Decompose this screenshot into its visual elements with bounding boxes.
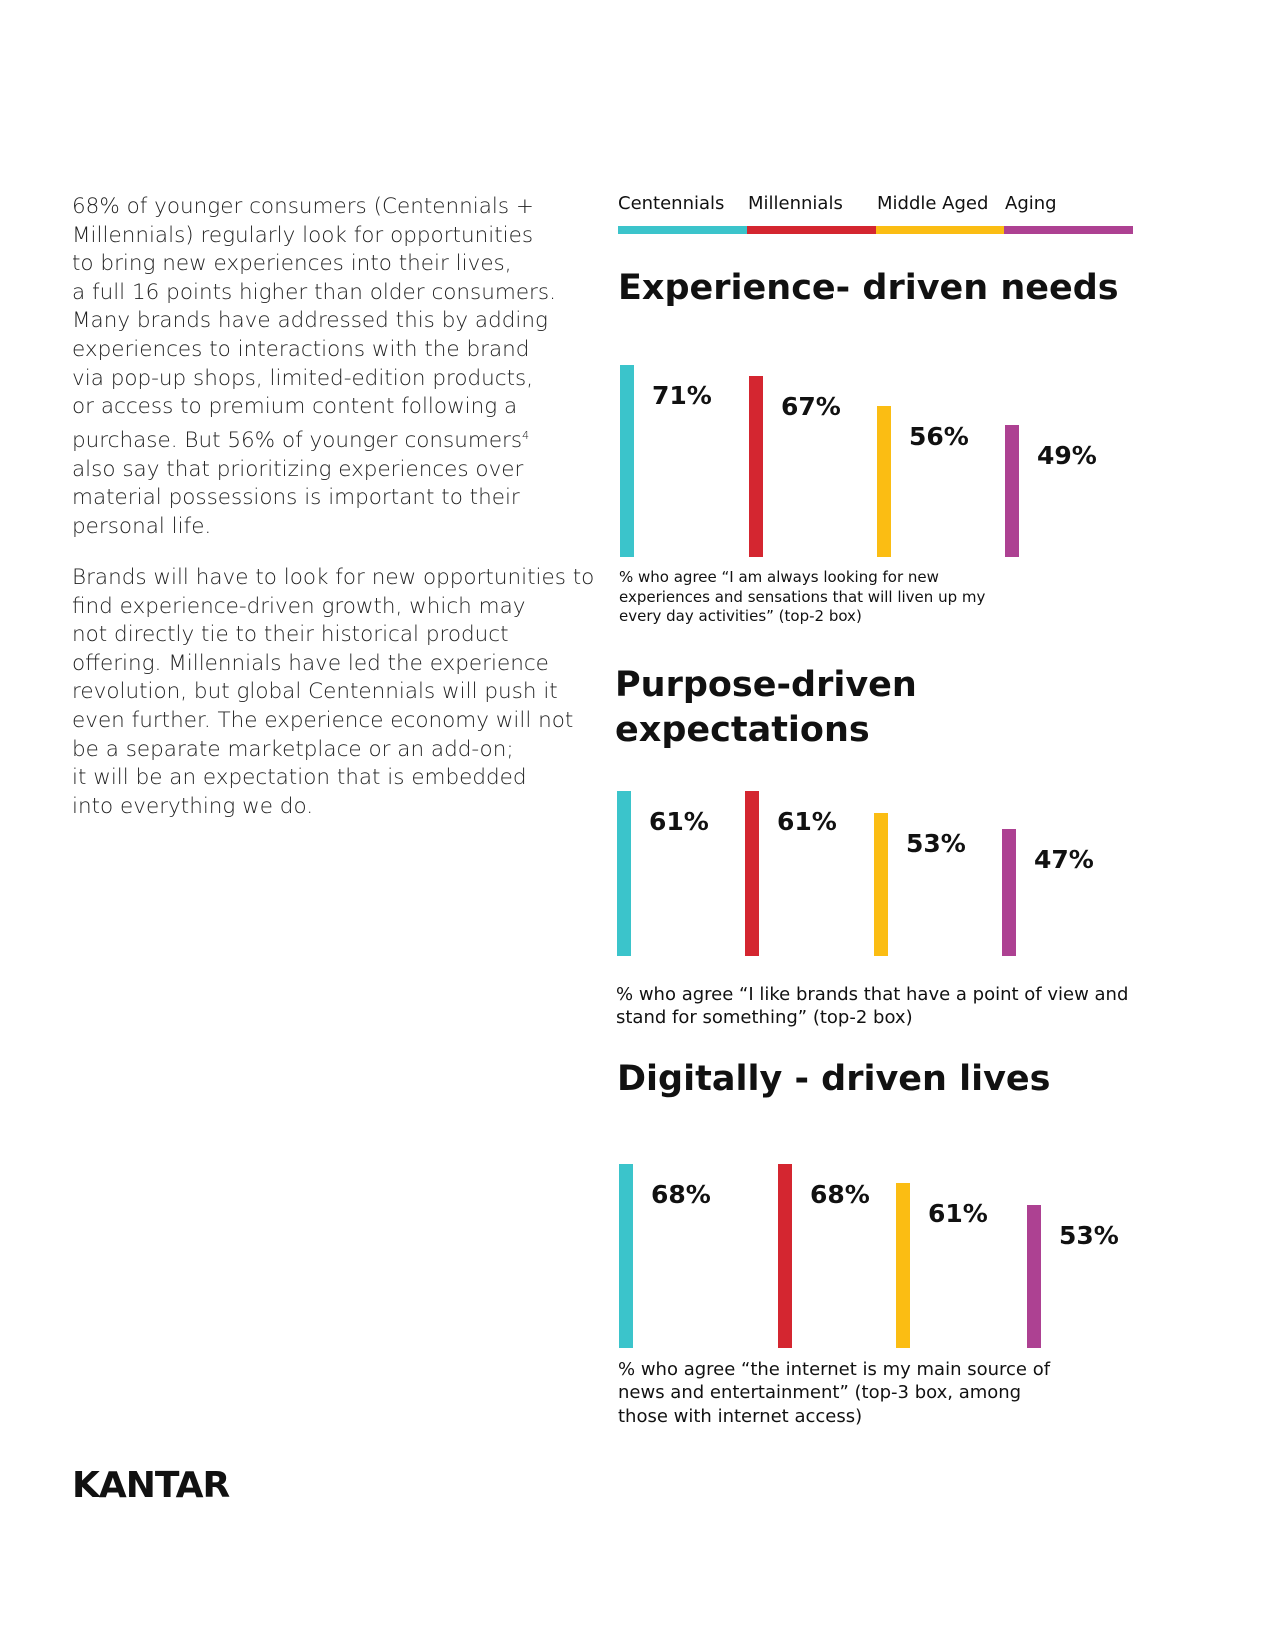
value-label: 68%	[810, 1180, 870, 1210]
paragraph: Brands will have to look for new opportu…	[72, 564, 594, 821]
text-line: material possessions is important to the…	[72, 485, 520, 511]
text-line: also say that prioritizing experiences o…	[72, 456, 524, 482]
bar	[617, 791, 631, 956]
text-line: it will be an expectation that is embedd…	[72, 765, 527, 791]
chart-title: Experience- driven needs	[618, 268, 1119, 308]
text-line: or access to premium content following a	[72, 394, 518, 420]
footnote-mark: 4	[522, 428, 530, 442]
value-label: 47%	[1034, 845, 1094, 875]
text-line: Brands will have to look for new opportu…	[72, 565, 595, 590]
bar	[745, 791, 759, 956]
text-line: Millennials) regularly look for opportun…	[72, 222, 534, 248]
text-line: a full 16 points higher than older consu…	[72, 279, 556, 305]
bar	[619, 1164, 633, 1348]
chart-title: Digitally - driven lives	[617, 1059, 1051, 1099]
legend-label: Millennials	[748, 193, 843, 214]
bar	[620, 365, 634, 557]
bar	[1027, 1204, 1041, 1348]
paragraph: 68% of younger consumers (Centennials + M…	[72, 193, 556, 541]
value-label: 53%	[1059, 1220, 1119, 1250]
bar	[896, 1183, 910, 1348]
text-line: via pop-up shops, limited-edition produc…	[72, 365, 534, 391]
value-label: 71%	[652, 381, 712, 411]
text-line: personal life.	[72, 513, 212, 539]
text-line: experiences to interactions with the bra…	[72, 336, 530, 362]
text-line: be a separate marketplace or an add-on;	[72, 736, 514, 762]
bar	[877, 405, 891, 557]
value-label: 61%	[777, 807, 837, 837]
text-line: to bring new experiences into their live…	[72, 251, 512, 277]
chart-title: Purpose-driven expectations	[615, 665, 917, 750]
bar	[749, 376, 763, 557]
chart-note: % who agree “I am always looking for new…	[619, 568, 986, 625]
value-label: 67%	[781, 392, 841, 422]
text-line: not directly tie to their historical pro…	[72, 622, 509, 648]
text-line: revolution, but global Centennials will …	[72, 679, 558, 705]
legend-swatch	[618, 226, 747, 234]
text-line: Many brands have addressed this by addin…	[72, 308, 548, 334]
bar	[874, 812, 888, 956]
value-label: 53%	[906, 828, 966, 858]
legend-label: Middle Aged	[877, 193, 989, 214]
value-label: 68%	[651, 1180, 711, 1210]
chart-note: % who agree “the internet is my main sou…	[618, 1359, 1051, 1427]
bar	[778, 1164, 792, 1348]
text-line: purchase. But 56% of younger consumers4	[72, 427, 530, 453]
text-line: even further. The experience economy wil…	[72, 707, 574, 733]
legend-swatch	[875, 226, 1005, 234]
text-line: into everything we do.	[72, 793, 314, 819]
value-label: 61%	[649, 807, 709, 837]
text-line: 68% of younger consumers (Centennials +	[72, 194, 534, 219]
value-label: 56%	[909, 421, 969, 451]
chart-note: % who agree “I like brands that have a p…	[616, 984, 1129, 1029]
bar	[1005, 424, 1019, 557]
legend-label: Centennials	[618, 193, 725, 214]
logo: KANTAR	[72, 1465, 230, 1506]
value-label: 49%	[1037, 440, 1097, 470]
value-label: 61%	[928, 1199, 988, 1229]
legend-swatch	[746, 226, 876, 234]
legend-label: Aging	[1005, 193, 1057, 214]
text-line: offering. Millennials have led the exper…	[72, 650, 549, 676]
bar	[1002, 829, 1016, 956]
text-line: find experience-driven growth, which may	[72, 593, 526, 619]
legend-swatch	[1004, 226, 1134, 234]
